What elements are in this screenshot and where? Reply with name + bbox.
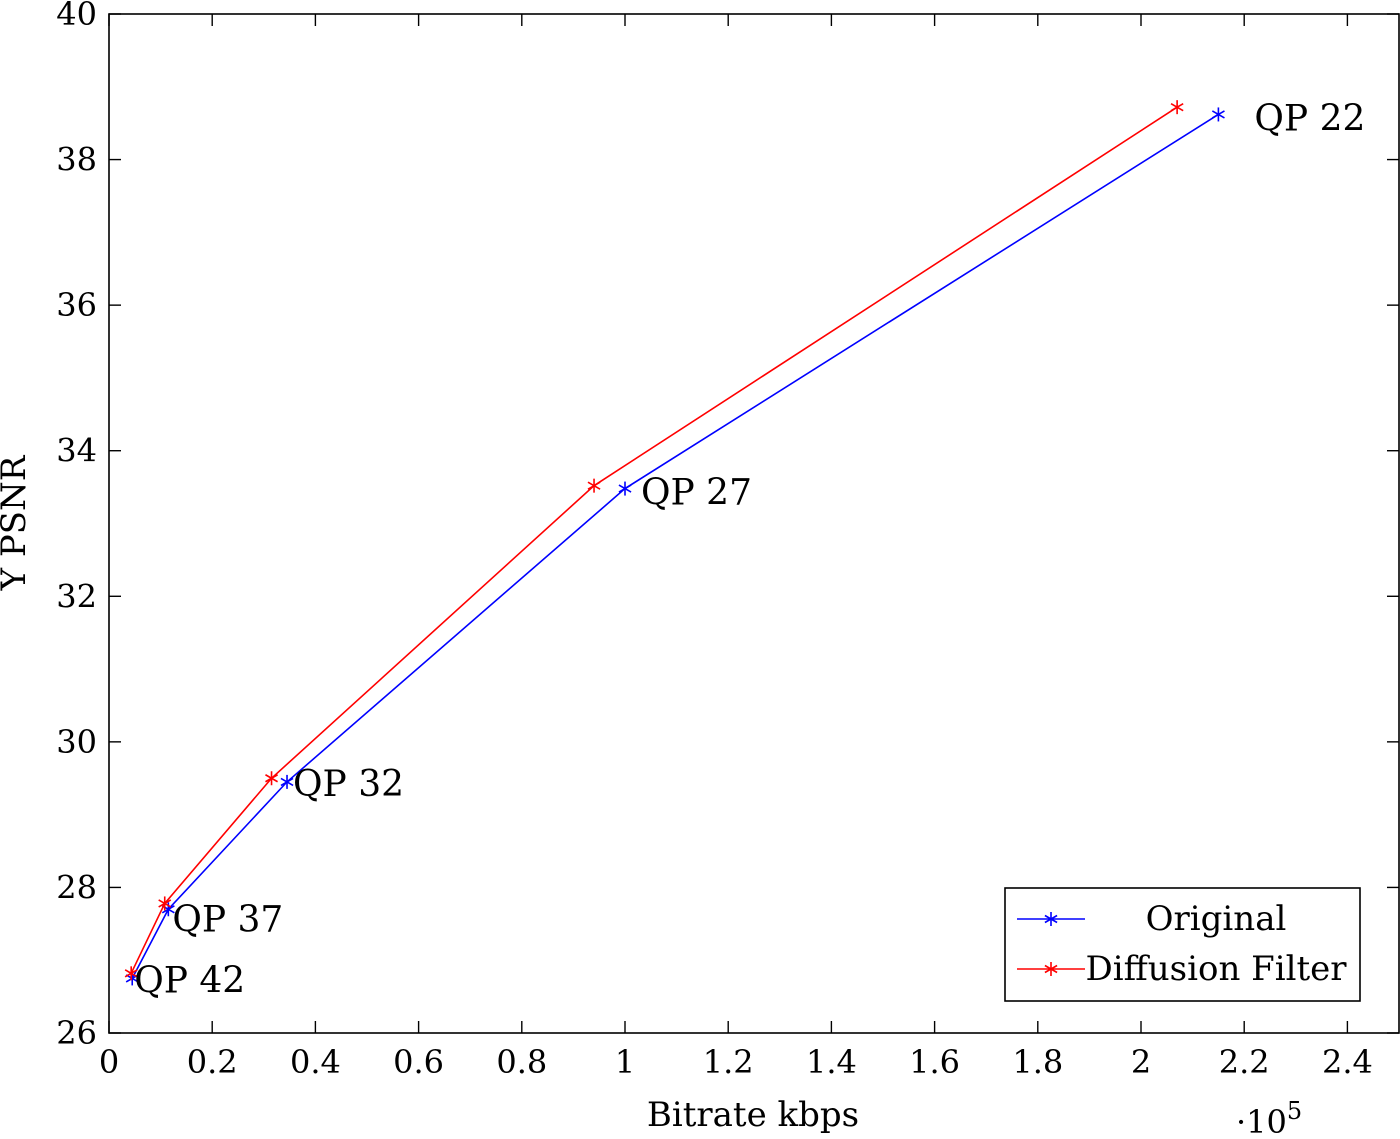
legend-label-diffusion-filter: Diffusion Filter — [1085, 949, 1347, 989]
y-tick-labels: 26 28 30 32 34 36 38 40 — [56, 0, 97, 1052]
x-tick-label: 1.4 — [806, 1043, 857, 1081]
qp-annotation: QP 37 — [172, 899, 283, 940]
qp-annotation: QP 27 — [641, 473, 752, 514]
x-multiplier-exponent: 5 — [1287, 1097, 1302, 1125]
x-tick-label: 0 — [99, 1043, 119, 1081]
y-tick-label: 34 — [56, 432, 97, 470]
x-tick-label: 2 — [1131, 1043, 1151, 1081]
annotations-layer: QP 42 QP 37 QP 32 QP 27 QP 22 — [134, 98, 1365, 1001]
y-tick-label: 36 — [56, 286, 97, 324]
legend-entry-original: Original — [1017, 899, 1286, 939]
ticks-layer — [108, 13, 1399, 1034]
x-tick-label: 1.2 — [703, 1043, 754, 1081]
qp-annotation: QP 42 — [134, 960, 245, 1001]
series-layer — [124, 100, 1225, 986]
x-tick-label: 0.4 — [290, 1043, 341, 1081]
legend-marker-original — [1044, 912, 1058, 926]
legend-entry-diffusion-filter: Diffusion Filter — [1017, 949, 1347, 989]
data-point-diffusion-filter — [265, 771, 279, 786]
x-tick-label: 1 — [615, 1043, 635, 1081]
y-axis-label: Y PSNR — [0, 454, 34, 591]
y-tick-label: 30 — [56, 723, 97, 761]
legend-box — [1004, 887, 1361, 1002]
x-tick-label: 0.8 — [496, 1043, 547, 1081]
y-tick-label: 40 — [56, 0, 97, 33]
series-line-diffusion-filter — [130, 106, 1178, 974]
x-axis-label: Bitrate kbps — [647, 1095, 859, 1135]
x-axis-multiplier: ·105 — [1236, 1097, 1302, 1139]
y-tick-label: 28 — [56, 868, 97, 906]
legend-marker-glyph — [1044, 962, 1058, 976]
x-tick-label: 0.6 — [393, 1043, 444, 1081]
data-point-original — [618, 481, 632, 496]
data-point-diffusion-filter — [158, 896, 172, 911]
x-tick-label: 0.2 — [187, 1043, 238, 1081]
y-tick-label: 26 — [56, 1014, 97, 1052]
qp-annotation: QP 22 — [1254, 98, 1365, 139]
data-point-diffusion-filter — [124, 966, 138, 981]
legend-marker-glyph — [1044, 912, 1058, 926]
data-point-original — [1211, 107, 1225, 122]
x-tick-label: 2.2 — [1219, 1043, 1270, 1081]
x-multiplier-base: ·10 — [1236, 1103, 1287, 1139]
series-line-original — [131, 113, 1219, 979]
y-tick-label: 38 — [56, 141, 97, 179]
legend-label-original: Original — [1146, 899, 1287, 939]
y-tick-label: 32 — [56, 577, 97, 615]
qp-annotation: QP 32 — [293, 764, 404, 805]
data-point-diffusion-filter — [1170, 100, 1184, 115]
plot-frame — [108, 13, 1400, 1034]
x-tick-label: 2.4 — [1322, 1043, 1373, 1081]
data-point-diffusion-filter — [587, 478, 601, 493]
legend: Original Diffusion Filter — [1004, 887, 1361, 1002]
data-point-original — [280, 774, 294, 789]
x-tick-label: 1.6 — [909, 1043, 960, 1081]
x-tick-label: 1.8 — [1012, 1043, 1063, 1081]
legend-marker-diffusion-filter — [1044, 962, 1058, 976]
x-tick-labels: 0 0.2 0.4 0.6 0.8 1 1.2 1.4 1.6 1.8 2 2.2 2.4 — [99, 1043, 1373, 1081]
